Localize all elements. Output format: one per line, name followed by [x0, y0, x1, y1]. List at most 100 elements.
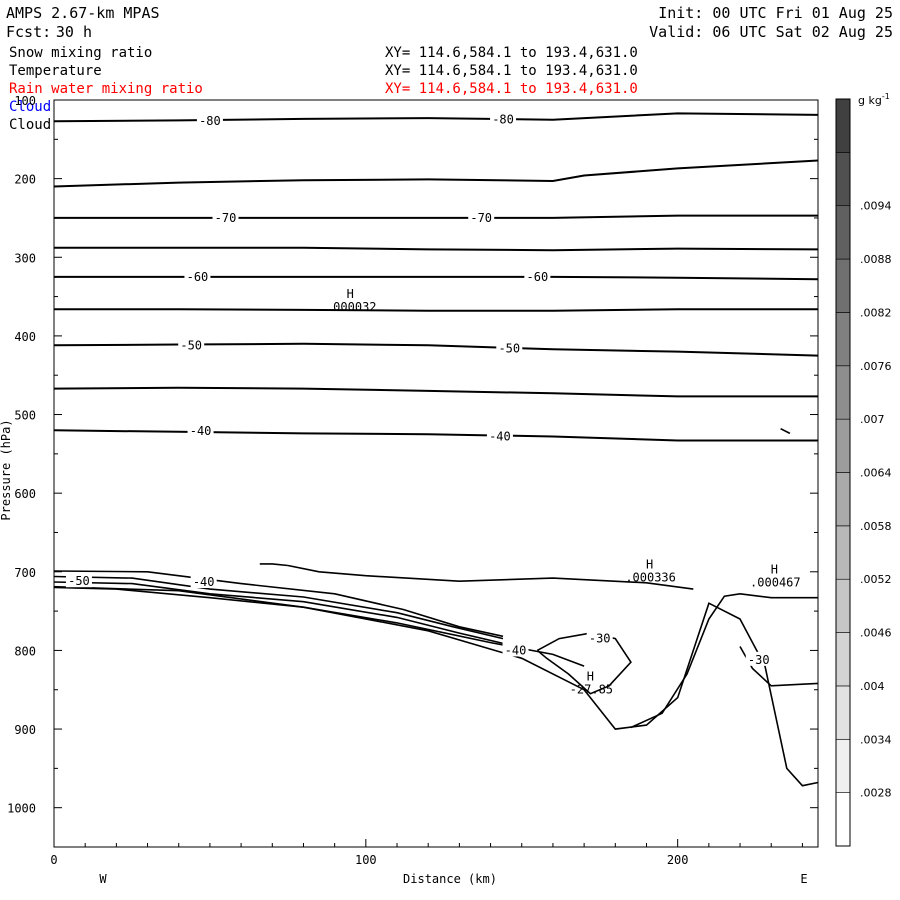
y-axis-label: Pressure (hPa)	[0, 419, 13, 520]
contour-label-bg	[502, 642, 529, 657]
contour-label: -80	[492, 113, 514, 127]
isotherm-line	[53, 159, 819, 188]
contour-label: -30	[589, 632, 611, 646]
y-tick-label: 200	[14, 173, 36, 187]
contour-label-bg	[190, 574, 217, 589]
colorbar-cell	[835, 632, 851, 687]
contour-line	[536, 632, 632, 695]
plot-frame	[53, 99, 819, 848]
contour-line	[53, 570, 504, 638]
colorbar-cell	[835, 312, 851, 367]
x-tick-label: 0	[50, 853, 57, 867]
colorbar-cell	[835, 792, 851, 847]
contour-line	[780, 427, 791, 435]
extremum-value: .000032	[326, 300, 377, 314]
x-end-label-east: E	[800, 872, 807, 886]
colorbar-level: .0058	[860, 520, 892, 533]
x-tick-label: 100	[355, 853, 377, 867]
colorbar-level: .0046	[860, 627, 892, 640]
field-name: Rain water mixing ratio	[9, 81, 203, 97]
colorbar-cell	[835, 152, 851, 207]
contour-label-bg	[490, 111, 517, 126]
y-tick-label: 800	[14, 644, 36, 658]
extremum-mark: H	[771, 562, 778, 576]
colorbar-cell	[835, 365, 851, 420]
colorbar-level: .004	[860, 680, 885, 693]
y-tick-label: 300	[14, 251, 36, 265]
contour-line	[630, 592, 818, 729]
colorbar-level: .0094	[860, 200, 892, 213]
isotherm-line	[54, 308, 818, 312]
extremum-value: .000467	[750, 575, 801, 589]
contour-line	[259, 563, 288, 567]
field-xy: XY= 114.6,584.1 to 193.4,631.0	[385, 81, 638, 97]
x-end-label-west: W	[99, 872, 107, 886]
colorbar-cell	[835, 98, 851, 153]
colorbar-cell	[835, 472, 851, 527]
contour-label-bg	[187, 423, 214, 438]
contour-label-bg	[745, 651, 772, 666]
colorbar-cell	[835, 525, 851, 580]
field-xy: XY= 114.6,584.1 to 193.4,631.0	[385, 63, 638, 79]
x-axis-label: Distance (km)	[403, 872, 497, 886]
contour-label: -40	[190, 424, 212, 438]
colorbar-level: .007	[860, 413, 885, 426]
contour-label: -40	[193, 575, 215, 589]
contour-label-bg	[496, 340, 523, 355]
contour-label: -40	[505, 643, 527, 657]
y-tick-label: 400	[14, 330, 36, 344]
contour-label: -30	[748, 653, 770, 667]
field-xy: XY= 114.6,584.1 to 193.4,631.0	[385, 45, 638, 61]
contour-line	[53, 581, 507, 645]
extremum-mark: H	[347, 287, 354, 301]
colorbar-cell	[835, 205, 851, 260]
colorbar-level: .0088	[860, 253, 892, 266]
x-tick-label: 200	[667, 853, 689, 867]
contour-label: -80	[199, 114, 221, 128]
y-tick-label: 500	[14, 409, 36, 423]
contour-line	[53, 575, 504, 640]
y-tick-label: 900	[14, 723, 36, 737]
contour-line	[287, 564, 694, 590]
colorbar-cell	[835, 258, 851, 313]
header-init: Init: 00 UTC Fri 01 Aug 25	[658, 4, 893, 22]
isotherm-line	[53, 429, 818, 442]
contour-label: -70	[470, 211, 492, 225]
extremum-mark: H	[587, 669, 594, 683]
contour-line	[53, 585, 819, 787]
colorbar-cell	[835, 685, 851, 740]
isotherm-line	[54, 275, 819, 281]
contour-label: -50	[68, 574, 90, 588]
contour-label-bg	[212, 209, 239, 224]
colorbar-level: .0028	[860, 787, 892, 800]
contour-label: -40	[489, 430, 511, 444]
colorbar-cell	[835, 578, 851, 633]
isotherm-line	[54, 214, 818, 219]
colorbar-units: g kg-1	[858, 92, 890, 107]
field-name: Snow mixing ratio	[9, 45, 152, 61]
header-fcst-value: 30 h	[56, 23, 92, 41]
y-tick-label: 100	[14, 94, 36, 108]
colorbar-cell	[835, 418, 851, 473]
extremum-value: .000336	[625, 571, 676, 585]
colorbar-level: .0082	[860, 306, 892, 319]
contour-label-bg	[524, 268, 551, 283]
header-fcst-label: Fcst:	[6, 23, 51, 41]
contour-label: -60	[527, 270, 549, 284]
isotherm-line	[54, 246, 819, 252]
contour-line	[53, 586, 585, 667]
colorbar-level: .0034	[860, 733, 892, 746]
colorbar-cell	[835, 738, 851, 793]
contour-label: -60	[187, 270, 209, 284]
contour-label: -50	[180, 338, 202, 352]
isotherm-line	[53, 386, 818, 398]
contour-label-bg	[196, 113, 223, 128]
contour-label: -50	[498, 341, 520, 355]
contour-label-bg	[178, 337, 205, 352]
extremum-mark: H	[646, 558, 653, 572]
contour-label-bg	[486, 428, 513, 443]
extremum-value: -27.85	[570, 682, 613, 696]
y-tick-label: 700	[14, 566, 36, 580]
contour-label-bg	[184, 268, 211, 283]
